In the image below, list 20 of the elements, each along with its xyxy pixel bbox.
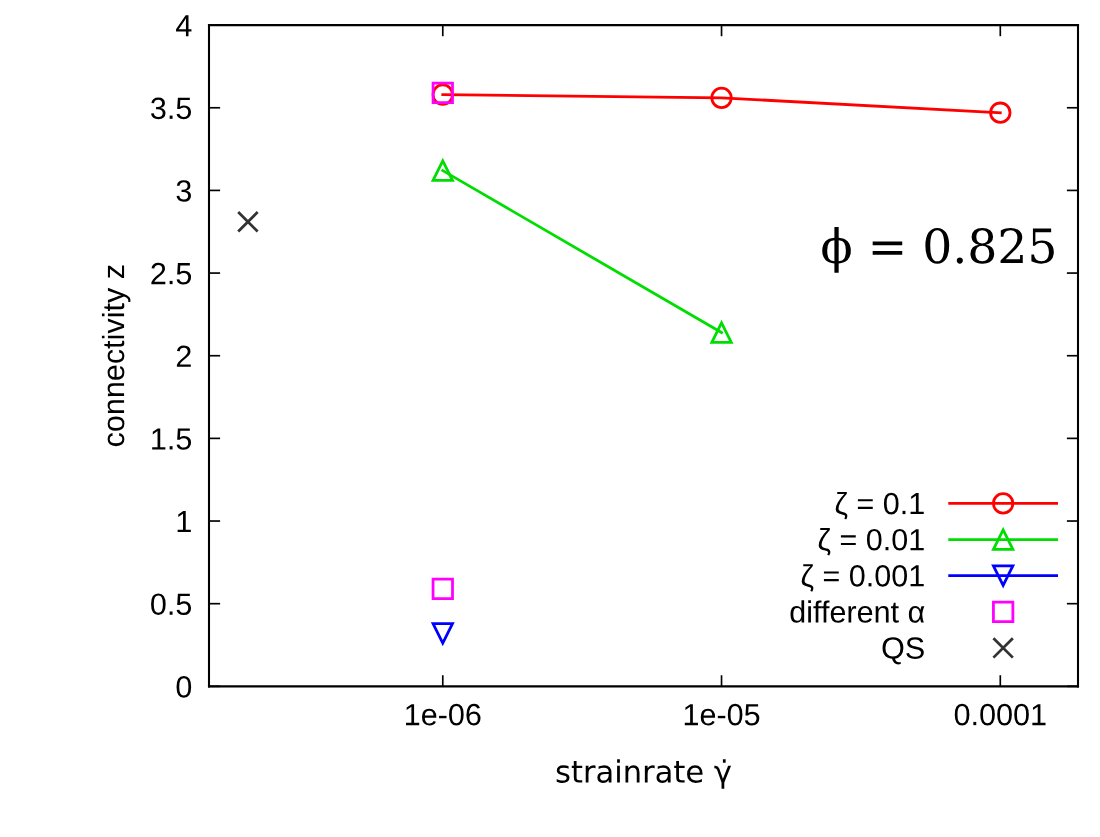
y-tick-label: 1 bbox=[177, 511, 191, 533]
y-tick-label: 1.5 bbox=[152, 428, 192, 450]
x-tick-label: 1e-06 bbox=[406, 703, 481, 726]
y-tick-label: 2.5 bbox=[151, 262, 192, 285]
legend-label: ζ = 0.1 bbox=[835, 491, 924, 520]
y-tick-label: 3.5 bbox=[151, 97, 192, 120]
y-tick-label: 3 bbox=[176, 180, 191, 202]
x-tick-label: 1e-05 bbox=[684, 703, 760, 726]
legend-label: QS bbox=[882, 637, 924, 665]
y-tick-label: 4 bbox=[176, 15, 192, 37]
annotation: ϕ = 0.825 bbox=[822, 227, 1054, 273]
y-axis-title: connectivity z bbox=[101, 265, 131, 447]
legend-label: ζ = 0.001 bbox=[801, 564, 924, 592]
x-axis-title: strainrate γ̇ bbox=[556, 759, 732, 789]
legend-label: different α bbox=[790, 600, 925, 623]
y-tick-label: 0 bbox=[176, 676, 192, 698]
legend-label: ζ = 0.01 bbox=[818, 528, 924, 556]
y-tick-label: 2 bbox=[176, 345, 191, 367]
y-tick-label: 0.5 bbox=[151, 593, 192, 616]
x-tick-label: 0.0001 bbox=[954, 703, 1046, 726]
